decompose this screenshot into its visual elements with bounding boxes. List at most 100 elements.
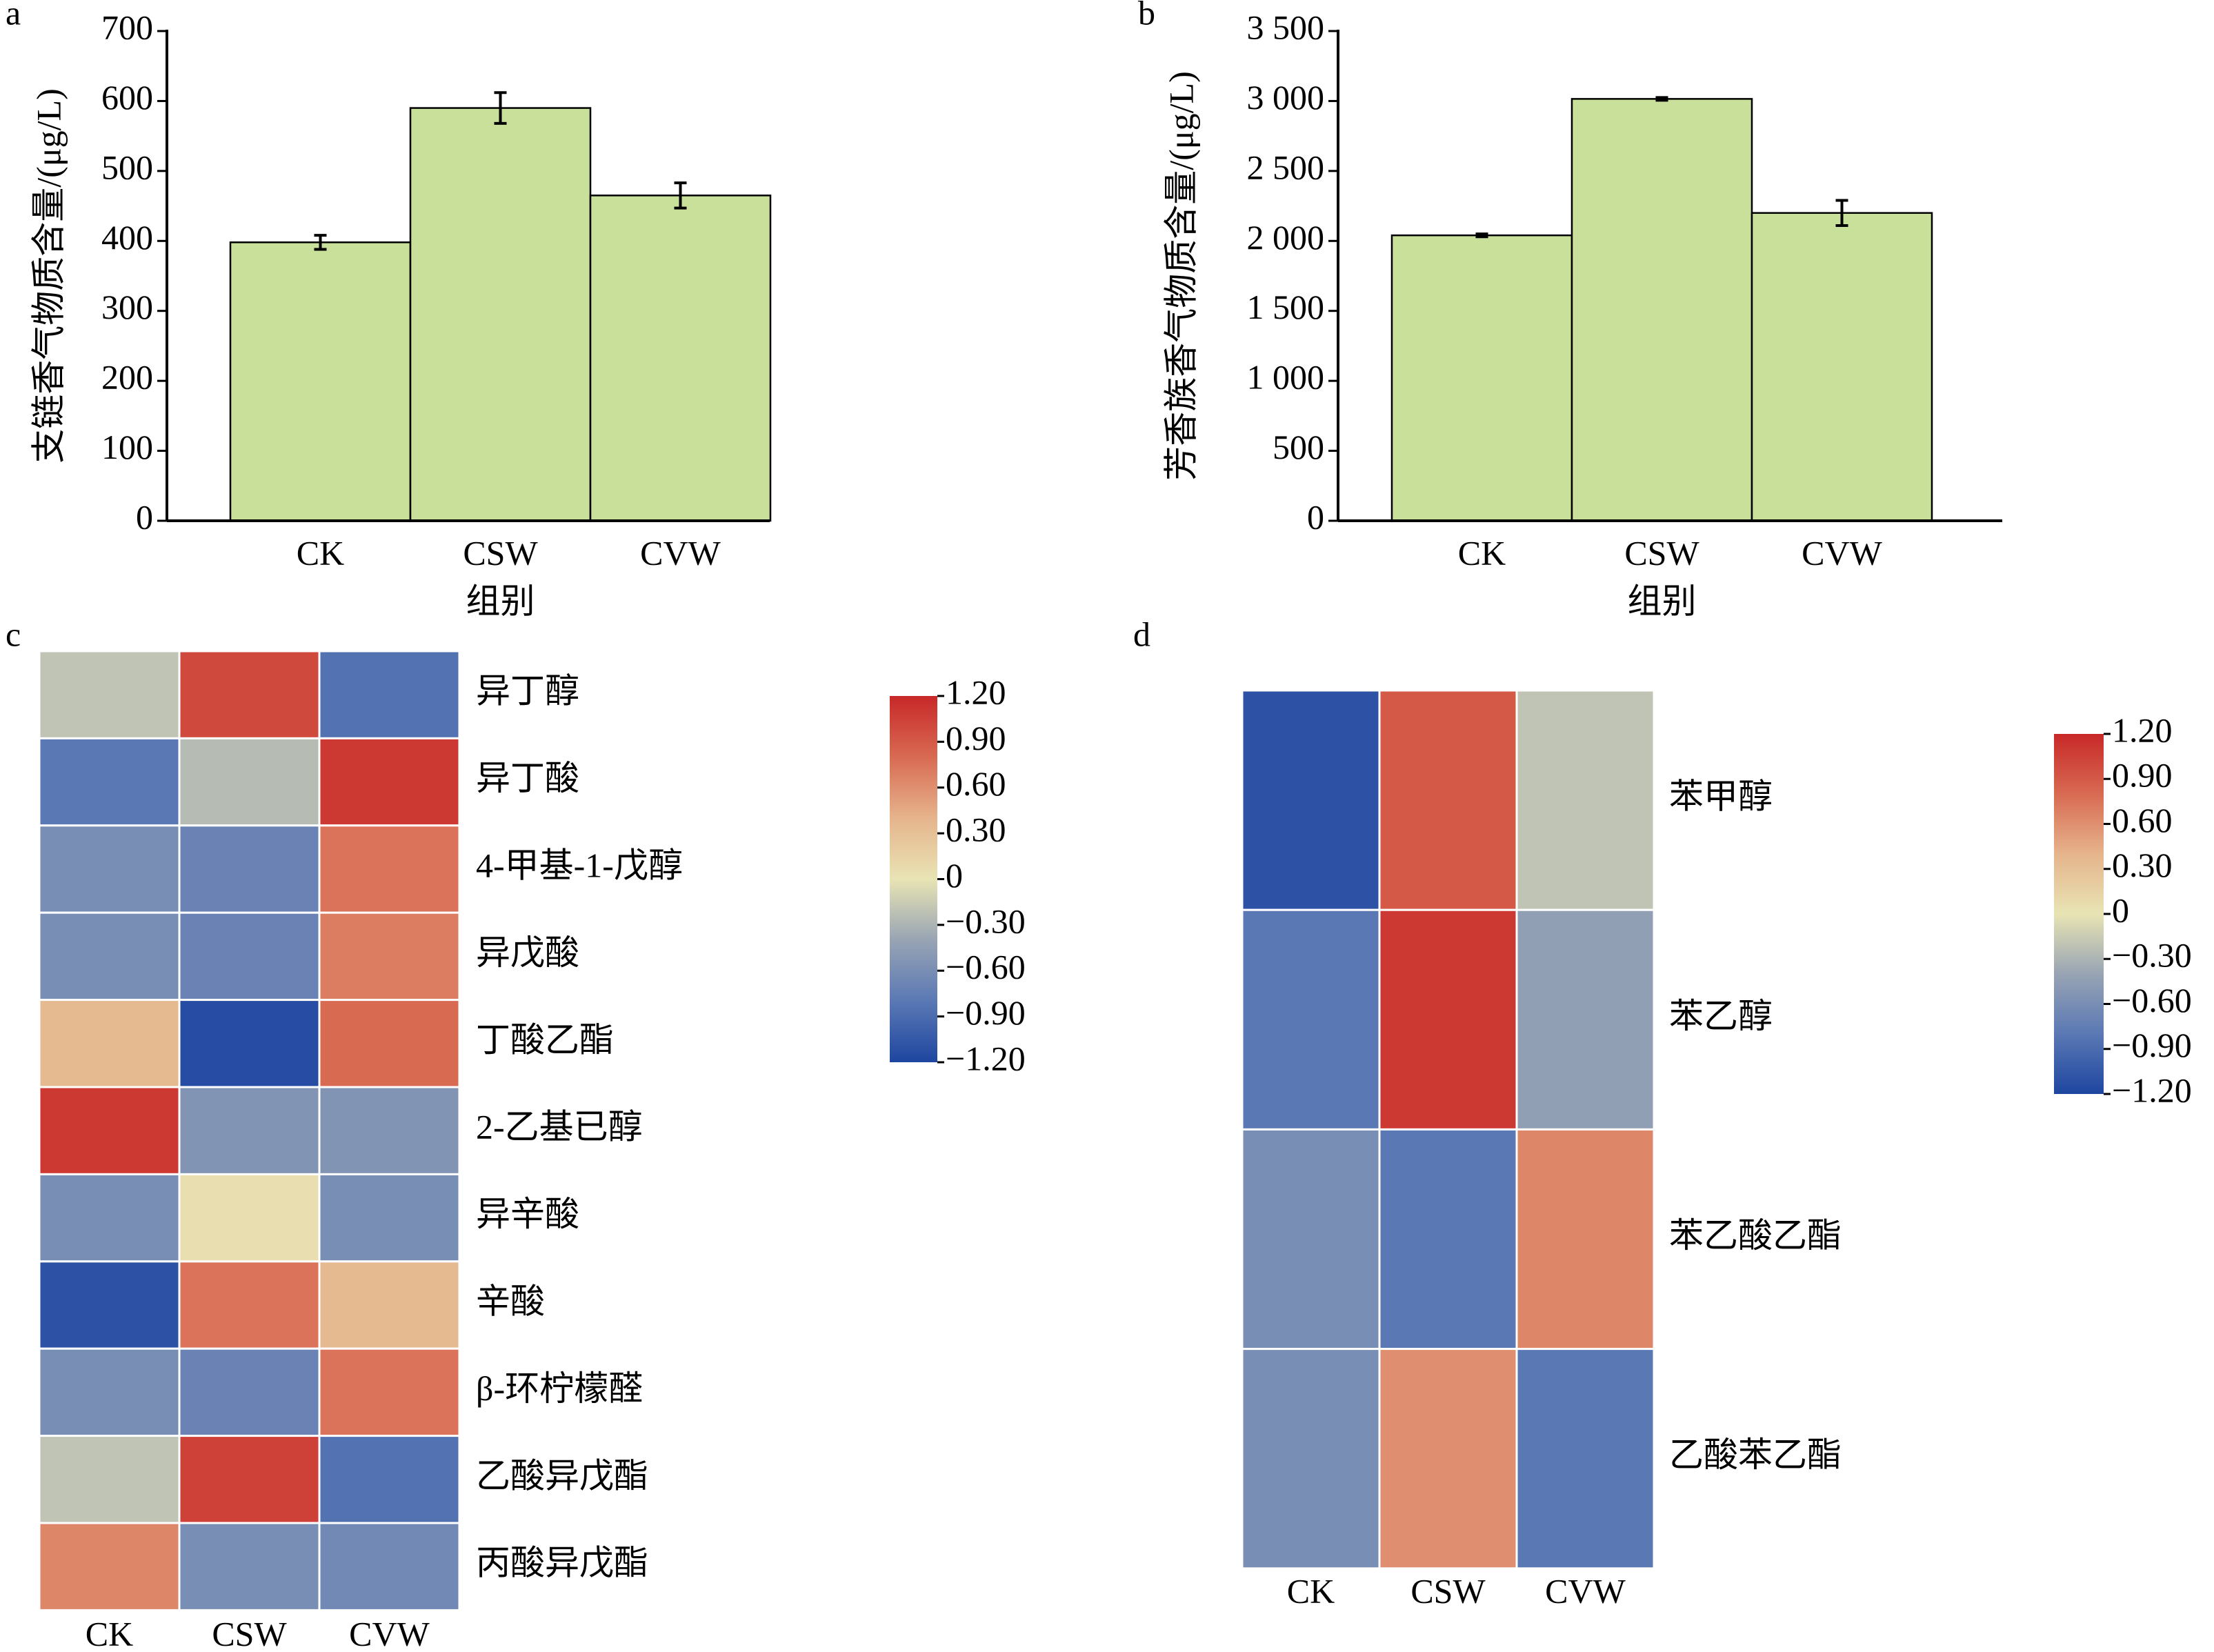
row-label: 2-乙基已醇 <box>476 1108 643 1146</box>
y-tick-label: 600 <box>101 78 153 117</box>
heatmap-cell <box>38 911 181 1002</box>
colorbar-tick-label: 0.30 <box>946 810 1006 849</box>
heatmap-cell <box>178 1173 321 1263</box>
error-bar <box>314 234 327 251</box>
heatmap-cell <box>38 1260 181 1350</box>
x-axis-label: 组别 <box>466 581 535 620</box>
y-tick-label: 100 <box>101 428 153 466</box>
heatmap-cell <box>38 1347 181 1437</box>
heatmap-cell <box>178 824 321 914</box>
x-tick-label: CSW <box>1624 533 1699 572</box>
error-bar <box>1835 199 1848 227</box>
y-tick-label: 700 <box>101 8 153 46</box>
heatmap-cell <box>318 824 461 914</box>
colorbar-tick-label: −0.60 <box>2112 981 2192 1019</box>
heatmap-cell <box>318 1347 461 1437</box>
heatmap-cell <box>318 650 461 739</box>
colorbar-tick-label: −0.90 <box>946 993 1026 1032</box>
panel-label: d <box>1133 615 1150 653</box>
row-label: 乙酸异戊酯 <box>476 1456 648 1495</box>
x-tick-label: CK <box>1458 533 1506 572</box>
colorbar <box>2054 734 2104 1094</box>
row-label: 异戊酸 <box>476 933 579 972</box>
colorbar-tick-label: 1.20 <box>946 673 1006 711</box>
x-tick-label: CSW <box>463 533 538 572</box>
heatmap-cell <box>318 1260 461 1350</box>
row-label: 丙酸异戊酯 <box>476 1544 648 1582</box>
y-tick-label: 300 <box>101 288 153 326</box>
colorbar-tick-label: 0 <box>2112 890 2129 929</box>
bar <box>589 195 772 522</box>
error-bar <box>1655 96 1668 102</box>
y-tick-label: 2 500 <box>1247 148 1325 186</box>
row-label: 异丁酸 <box>476 759 579 797</box>
heatmap-cell <box>178 737 321 827</box>
x-tick-label: CVW <box>1802 533 1882 572</box>
error-bar <box>494 91 507 125</box>
y-tick-label: 1 000 <box>1247 358 1325 397</box>
heatmap-cell <box>178 999 321 1088</box>
heatmap-cell <box>178 1260 321 1350</box>
column-label: CK <box>1287 1571 1335 1610</box>
heatmap-cell <box>38 1086 181 1175</box>
colorbar-tick-label: −0.30 <box>2112 936 2192 975</box>
colorbar-tick-label: 0 <box>946 856 963 895</box>
heatmap-cell <box>318 737 461 827</box>
bar <box>229 241 412 522</box>
heatmap-cell <box>1241 1348 1381 1570</box>
y-tick-label: 400 <box>101 218 153 257</box>
heatmap-cell <box>1515 1128 1655 1351</box>
heatmap-cell <box>1241 908 1381 1131</box>
heatmap-cell <box>1378 1128 1518 1351</box>
y-tick-label: 500 <box>1273 428 1324 466</box>
heatmap-cell <box>38 999 181 1088</box>
bar <box>1751 212 1933 522</box>
heatmap-cell <box>1378 1348 1518 1570</box>
error-bar <box>1475 232 1488 239</box>
y-tick-label: 0 <box>136 497 153 536</box>
y-axis-label: 支链香气物质含量/(μg/L) <box>29 88 68 463</box>
colorbar-tick-label: −0.30 <box>946 902 1026 940</box>
heatmap-cell <box>178 1347 321 1437</box>
row-label: 丁酸乙酯 <box>476 1020 614 1059</box>
heatmap-cell <box>1515 689 1655 911</box>
row-label: 辛酸 <box>476 1282 545 1320</box>
colorbar-tick-label: −0.60 <box>946 948 1026 986</box>
panel-label: b <box>1138 0 1155 32</box>
colorbar-tick-label: 1.20 <box>2112 710 2173 749</box>
x-axis-label: 组别 <box>1628 581 1697 620</box>
x-tick-label: CK <box>297 533 344 572</box>
heatmap-cell <box>318 1173 461 1263</box>
row-label: 苯乙醇 <box>1669 997 1773 1035</box>
heatmap-cell <box>1378 908 1518 1131</box>
column-label: CSW <box>1410 1571 1486 1610</box>
y-tick-label: 200 <box>101 358 153 397</box>
heatmap-cell <box>38 824 181 914</box>
heatmap-cell <box>178 1522 321 1611</box>
error-bar <box>674 181 687 210</box>
bar <box>1570 98 1753 522</box>
column-label: CK <box>86 1614 133 1652</box>
row-label: 异丁醇 <box>476 672 579 710</box>
y-tick-label: 3 500 <box>1247 8 1325 46</box>
heatmap-cell <box>1241 1128 1381 1351</box>
colorbar-tick-label: 0.60 <box>2112 801 2173 839</box>
heatmap-cell <box>318 1522 461 1611</box>
y-tick-label: 2 000 <box>1247 218 1325 257</box>
row-label: 异辛酸 <box>476 1195 579 1233</box>
column-label: CSW <box>212 1614 287 1652</box>
heatmap-cell <box>318 1435 461 1524</box>
heatmap-cell <box>1515 1348 1655 1570</box>
row-label: 4-甲基-1-戊醇 <box>476 846 683 884</box>
panel-label: a <box>6 0 21 32</box>
row-label: β-环柠檬醛 <box>476 1369 643 1408</box>
column-label: CVW <box>1545 1571 1626 1610</box>
heatmap-cell <box>38 1522 181 1611</box>
colorbar-tick-label: −1.20 <box>2112 1071 2192 1109</box>
y-tick-label: 500 <box>101 148 153 186</box>
panel-label: c <box>6 615 21 653</box>
heatmap-cell <box>178 1435 321 1524</box>
row-label: 苯甲醇 <box>1669 777 1773 816</box>
heatmap-cell <box>38 737 181 827</box>
